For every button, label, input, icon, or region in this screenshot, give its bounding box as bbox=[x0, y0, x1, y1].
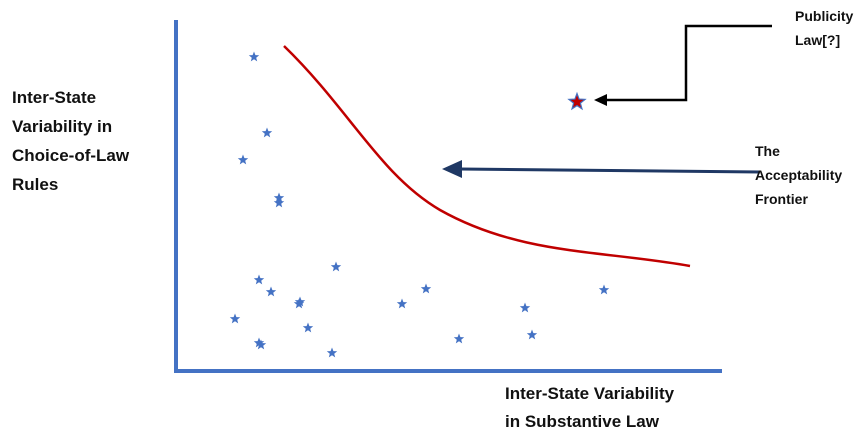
scatter-points bbox=[229, 51, 610, 358]
scatter-point-star bbox=[253, 337, 265, 348]
frontier-label-line: Frontier bbox=[755, 191, 808, 207]
scatter-point-star bbox=[261, 127, 273, 138]
publicity-arrow-head bbox=[594, 94, 607, 106]
publicity-law-label-line: Law[?] bbox=[795, 32, 841, 48]
acceptability-frontier-curve bbox=[283, 45, 691, 268]
acceptability-frontier-label: The Acceptability Frontier bbox=[755, 139, 842, 211]
scatter-point-star bbox=[302, 322, 314, 333]
scatter-point-star bbox=[248, 51, 260, 62]
publicity-law-label: Publicity Law[?] bbox=[795, 4, 853, 52]
scatter-point-star bbox=[255, 339, 267, 350]
frontier-label-line: The bbox=[755, 143, 780, 159]
frontier-arrow-shaft bbox=[459, 167, 761, 174]
y-axis-label-line: Choice-of-Law bbox=[12, 146, 130, 165]
x-axis-label-line: in Substantive Law bbox=[505, 412, 659, 431]
scatter-point-star bbox=[453, 333, 465, 344]
scatter-point-star bbox=[598, 284, 610, 295]
scatter-point-star bbox=[526, 329, 538, 340]
scatter-point-star bbox=[229, 313, 241, 324]
publicity-law-star bbox=[567, 91, 587, 111]
scatter-point-star bbox=[330, 261, 342, 272]
scatter-point-star bbox=[273, 197, 285, 208]
scatter-point-star bbox=[326, 347, 338, 358]
scatter-point-star bbox=[519, 302, 531, 313]
scatter-point-star bbox=[294, 296, 306, 307]
scatter-point-star bbox=[396, 298, 408, 309]
scatter-point-star bbox=[273, 192, 285, 203]
y-axis-label-line: Variability in bbox=[12, 117, 113, 136]
x-axis-label-line: Inter-State Variability bbox=[505, 384, 675, 403]
frontier-label-line: Acceptability bbox=[755, 167, 843, 183]
scatter-point-star bbox=[253, 274, 265, 285]
scatter-point-star bbox=[420, 283, 432, 294]
y-axis-label-line: Rules bbox=[12, 175, 59, 194]
publicity-arrow-connector bbox=[606, 24, 772, 102]
outlier-star-shape bbox=[567, 91, 587, 111]
publicity-law-label-line: Publicity bbox=[795, 8, 854, 24]
scatter-point-star bbox=[237, 154, 249, 165]
x-axis-label: Inter-State Variability in Substantive L… bbox=[505, 380, 735, 436]
y-axis-label: Inter-State Variability in Choice-of-Law… bbox=[12, 83, 129, 199]
frontier-arrow-head bbox=[442, 160, 462, 178]
y-axis-label-line: Inter-State bbox=[12, 88, 97, 107]
scatter-point-star bbox=[265, 286, 277, 297]
